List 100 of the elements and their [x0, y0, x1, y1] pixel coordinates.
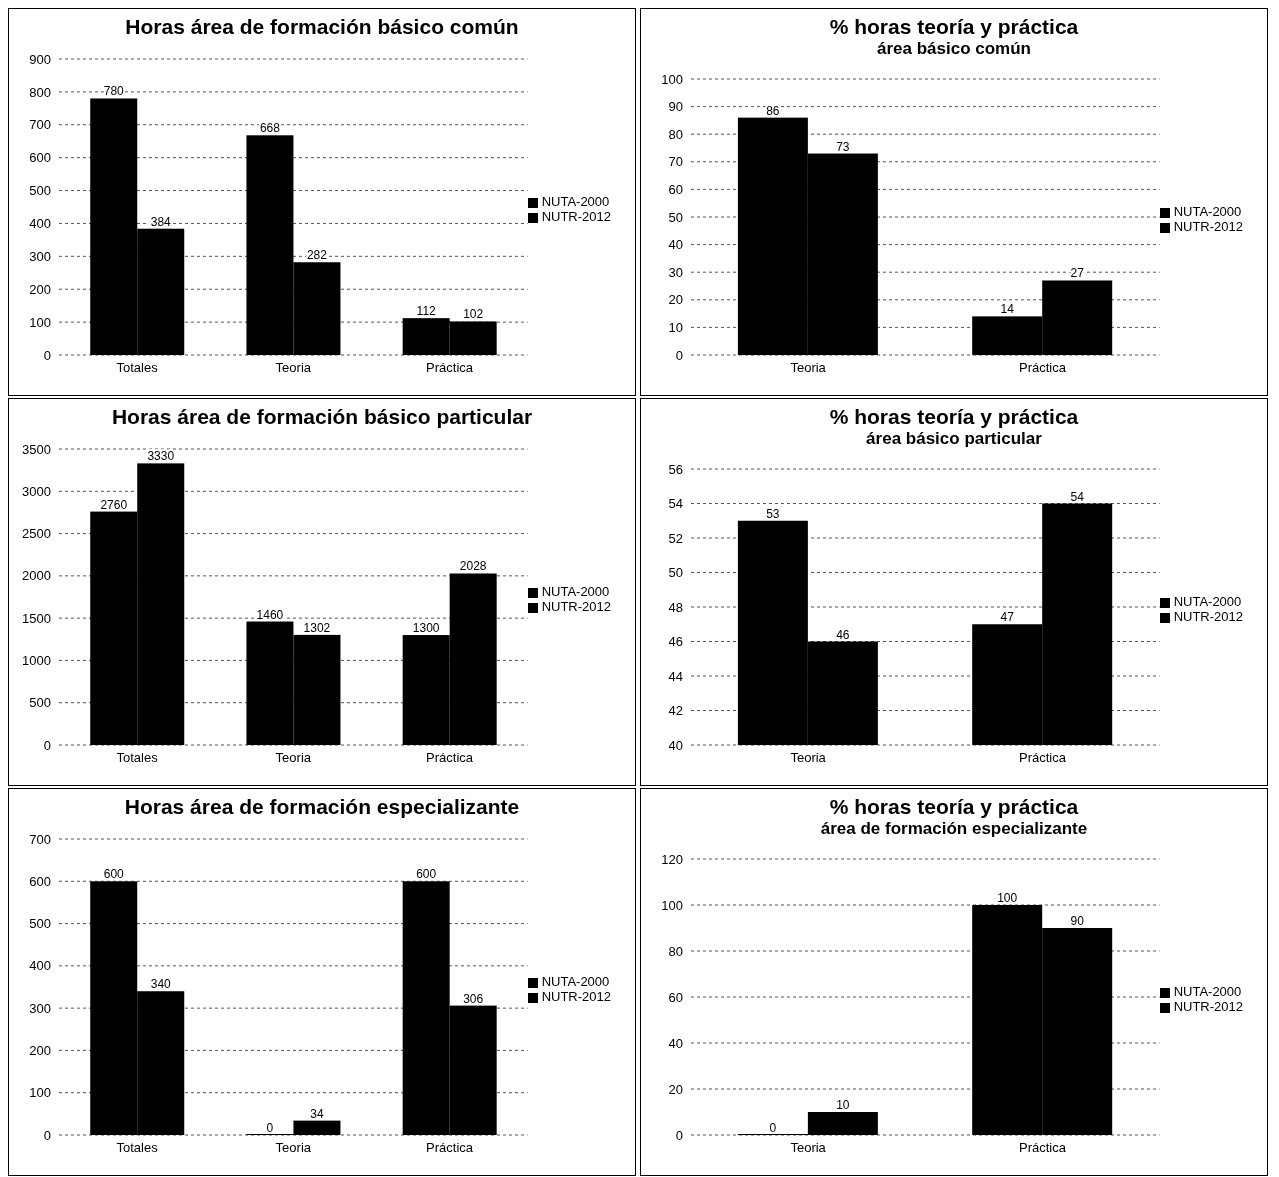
y-tick-label: 50 — [668, 565, 683, 581]
data-label: 14 — [1000, 302, 1015, 317]
x-tick-label: Práctica — [1019, 750, 1067, 766]
data-label: 10 — [836, 1098, 850, 1112]
x-tick-label: Teoria — [790, 750, 827, 766]
x-tick-label: Totales — [116, 360, 159, 376]
y-tick-label: 44 — [668, 668, 683, 684]
x-tick-label: Práctica — [1019, 1140, 1067, 1156]
x-tick-label: Práctica — [426, 1140, 474, 1156]
data-label: 100 — [997, 891, 1018, 905]
y-tick-label: 100 — [29, 314, 51, 330]
chart-title: Horas área de formación básico común — [124, 14, 520, 39]
legend-label: NUTA-2000 — [541, 974, 610, 989]
y-tick-label: 800 — [29, 84, 51, 100]
y-tick-label: 40 — [668, 737, 683, 753]
data-label: 600 — [103, 867, 125, 882]
x-tick-label: Práctica — [426, 360, 474, 376]
data-label: 3330 — [147, 449, 175, 464]
data-label: 47 — [1000, 610, 1015, 625]
chart-title: % horas teoría y práctica — [828, 404, 1080, 429]
data-label: 73 — [836, 139, 850, 154]
y-tick-label: 400 — [29, 958, 51, 974]
y-tick-label: 80 — [668, 943, 683, 959]
data-label: 46 — [836, 627, 850, 642]
x-tick-label: Teoria — [275, 1140, 312, 1156]
y-tick-label: 90 — [668, 99, 683, 115]
y-tick-label: 52 — [668, 530, 683, 546]
data-label: 53 — [766, 506, 780, 521]
y-tick-label: 1000 — [22, 653, 51, 669]
y-tick-label: 0 — [675, 1127, 683, 1143]
data-label: 0 — [266, 1121, 274, 1135]
y-tick-label: 500 — [29, 916, 51, 932]
y-tick-label: 48 — [668, 599, 683, 615]
data-label: 340 — [150, 977, 172, 992]
x-tick-label: Totales — [116, 1140, 159, 1156]
legend-label: NUTR-2012 — [541, 209, 611, 224]
x-tick-label: Teoria — [275, 360, 312, 376]
x-tick-label: Totales — [116, 750, 159, 766]
data-label: 282 — [306, 248, 328, 263]
data-label: 780 — [103, 84, 125, 99]
legend-label: NUTA-2000 — [1173, 594, 1242, 609]
legend-label: NUTR-2012 — [541, 989, 611, 1004]
y-tick-label: 3000 — [22, 483, 51, 499]
y-tick-label: 100 — [661, 897, 683, 913]
y-tick-label: 100 — [29, 1085, 51, 1101]
x-tick-label: Teoria — [790, 1140, 827, 1156]
y-tick-label: 120 — [661, 851, 683, 867]
legend-label: NUTA-2000 — [541, 194, 610, 209]
x-tick-label: Práctica — [1019, 360, 1067, 376]
legend-label: NUTR-2012 — [1173, 609, 1243, 624]
chart-title: Horas área de formación básico particular — [110, 404, 534, 429]
data-label: 1302 — [303, 620, 331, 635]
data-label: 112 — [416, 304, 437, 319]
y-tick-label: 300 — [29, 248, 51, 264]
data-label: 2760 — [100, 497, 128, 512]
legend-label: NUTR-2012 — [1173, 999, 1243, 1014]
data-label: 306 — [463, 991, 484, 1006]
y-tick-label: 1500 — [22, 610, 51, 626]
y-tick-label: 60 — [668, 182, 683, 198]
y-tick-label: 500 — [29, 183, 51, 199]
x-tick-label: Teoria — [275, 750, 312, 766]
y-tick-label: 0 — [43, 1127, 51, 1143]
data-label: 86 — [766, 103, 780, 118]
legend-label: NUTR-2012 — [541, 599, 611, 614]
y-tick-label: 300 — [29, 1000, 51, 1016]
y-tick-label: 0 — [675, 347, 683, 363]
x-tick-label: Práctica — [426, 750, 474, 766]
y-tick-label: 42 — [668, 703, 683, 719]
chart-subtitle: área básico particular — [865, 429, 1043, 449]
y-tick-label: 50 — [668, 209, 683, 225]
data-label: 102 — [463, 307, 484, 322]
chart-title: Horas área de formación especializante — [123, 794, 521, 819]
y-tick-label: 0 — [43, 737, 51, 753]
y-tick-label: 56 — [668, 461, 683, 477]
x-tick-label: Teoria — [790, 360, 827, 376]
y-tick-label: 2500 — [22, 526, 51, 542]
chart-subtitle: área básico común — [876, 39, 1032, 59]
data-label: 2028 — [459, 559, 487, 574]
y-tick-label: 20 — [668, 1081, 683, 1097]
data-label: 54 — [1070, 489, 1085, 504]
y-tick-label: 40 — [668, 1035, 683, 1051]
legend-label: NUTA-2000 — [1173, 984, 1242, 999]
y-tick-label: 46 — [668, 634, 683, 650]
y-tick-label: 200 — [29, 281, 51, 297]
y-tick-label: 20 — [668, 292, 683, 308]
y-tick-label: 54 — [668, 496, 683, 512]
y-tick-label: 70 — [668, 154, 683, 170]
y-tick-label: 30 — [668, 264, 683, 280]
y-tick-label: 80 — [668, 126, 683, 142]
y-tick-label: 700 — [29, 117, 51, 133]
legend-label: NUTR-2012 — [1173, 219, 1243, 234]
y-tick-label: 40 — [668, 237, 683, 253]
chart-title: % horas teoría y práctica — [828, 14, 1080, 39]
chart-subtitle: área de formación especializante — [819, 819, 1089, 839]
data-label: 600 — [416, 867, 437, 882]
y-tick-label: 600 — [29, 873, 51, 889]
y-tick-label: 3500 — [22, 441, 51, 457]
data-label: 1300 — [412, 621, 440, 636]
y-tick-label: 900 — [29, 51, 51, 67]
data-label: 90 — [1070, 914, 1085, 928]
